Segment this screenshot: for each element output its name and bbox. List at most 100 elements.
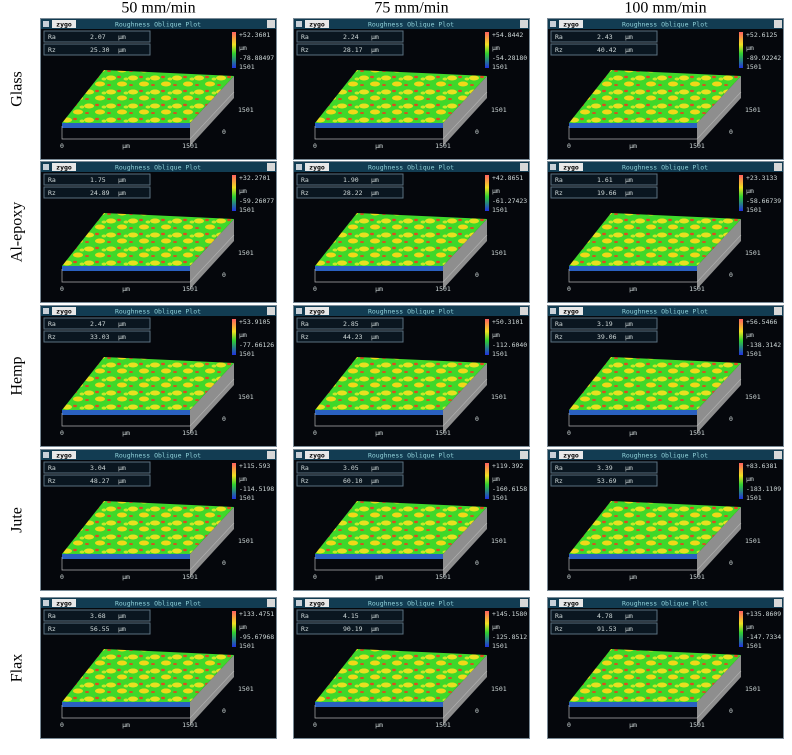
param-value: 1.61 xyxy=(597,176,613,184)
scale-size: 1501 xyxy=(746,206,762,214)
axis-zero: 0 xyxy=(567,721,571,729)
axis-size: 1501 xyxy=(745,106,761,114)
param-unit: µm xyxy=(371,625,379,633)
tool-icon xyxy=(774,307,782,315)
scale-size: 1501 xyxy=(239,63,255,71)
surface-top xyxy=(62,357,234,410)
color-bar xyxy=(739,611,743,647)
color-bar xyxy=(485,319,489,355)
value-box xyxy=(43,474,151,487)
axis-size: 1501 xyxy=(182,142,198,150)
scale-max: +54.8442 xyxy=(492,31,523,39)
plot-panel: zygo Roughness Oblique Plot Ra 3.19 µm Rz 39.0… xyxy=(547,305,784,447)
scale-max: +52.6125 xyxy=(746,31,777,39)
param-unit: µm xyxy=(625,320,633,328)
axis-size: 1501 xyxy=(182,429,198,437)
param-label: Ra xyxy=(555,176,563,184)
axis-zero: 0 xyxy=(567,285,571,293)
scale-size: 1501 xyxy=(492,494,508,502)
surface-front xyxy=(569,702,697,707)
menu-icon xyxy=(296,164,302,170)
axis-unit: µm xyxy=(629,429,637,437)
value-box xyxy=(550,609,658,622)
title-bar xyxy=(294,306,529,316)
value-box xyxy=(43,330,151,343)
plot-title: Roughness Oblique Plot xyxy=(115,600,201,608)
color-bar xyxy=(739,319,743,355)
param-label: Rz xyxy=(48,189,56,197)
plot-panel: zygo Roughness Oblique Plot Ra 2.07 µm Rz 25.3… xyxy=(40,18,277,160)
tool-icon xyxy=(267,599,275,607)
param-unit: µm xyxy=(118,625,126,633)
value-box xyxy=(296,461,404,474)
scale-min: -114.5198 xyxy=(239,485,274,493)
axis-line xyxy=(314,670,488,719)
menu-icon xyxy=(296,308,302,314)
param-value: 44.23 xyxy=(343,333,363,341)
value-box xyxy=(550,330,658,343)
axis-zero: 0 xyxy=(729,707,733,715)
surface-top xyxy=(569,357,741,410)
axis-zero: 0 xyxy=(475,559,479,567)
logo-box xyxy=(305,20,329,28)
logo-box xyxy=(559,307,583,315)
param-label: Ra xyxy=(48,612,56,620)
row-header: Hemp xyxy=(9,356,26,395)
param-value: 48.27 xyxy=(90,477,110,485)
scale-min: -54.28180 xyxy=(492,54,527,62)
param-value: 91.53 xyxy=(597,625,617,633)
tool-icon xyxy=(774,599,782,607)
param-unit: µm xyxy=(625,477,633,485)
axis-unit: µm xyxy=(629,573,637,581)
tool-icon xyxy=(267,307,275,315)
scale-min: -112.6040 xyxy=(492,341,527,349)
param-unit: µm xyxy=(118,189,126,197)
param-label: Ra xyxy=(301,320,309,328)
axis-unit: µm xyxy=(375,721,383,729)
surface-front xyxy=(315,410,443,415)
axis-size: 1501 xyxy=(435,142,451,150)
axis-size: 1501 xyxy=(689,573,705,581)
param-value: 1.75 xyxy=(90,176,106,184)
plot-panel: zygo Roughness Oblique Plot Ra 1.61 µm Rz 19.6… xyxy=(547,161,784,303)
surface-side xyxy=(697,507,741,577)
value-box xyxy=(550,461,658,474)
logo-box xyxy=(52,307,76,315)
plot-panel: zygo Roughness Oblique Plot Ra 1.90 µm Rz 28.2… xyxy=(293,161,530,303)
logo: zygo xyxy=(309,600,325,608)
scale-size: 1501 xyxy=(239,350,255,358)
surface-front xyxy=(315,702,443,707)
value-box xyxy=(296,317,404,330)
plot-title: Roughness Oblique Plot xyxy=(115,164,201,172)
plot-title: Roughness Oblique Plot xyxy=(115,452,201,460)
value-box xyxy=(550,30,658,43)
color-bar xyxy=(739,463,743,499)
column-header: 75 mm/min xyxy=(374,0,448,17)
surface-front xyxy=(62,410,190,415)
param-label: Ra xyxy=(301,33,309,41)
color-bar xyxy=(232,463,236,499)
color-bar xyxy=(485,32,489,68)
menu-icon xyxy=(550,21,556,27)
axis-line xyxy=(568,670,742,719)
menu-icon xyxy=(550,452,556,458)
param-value: 28.22 xyxy=(343,189,363,197)
menu-icon xyxy=(296,21,302,27)
axis-size: 1501 xyxy=(745,249,761,257)
param-label: Rz xyxy=(48,477,56,485)
plot-title: Roughness Oblique Plot xyxy=(368,452,454,460)
scale-min: -183.1109 xyxy=(746,485,781,493)
value-box xyxy=(296,474,404,487)
surface-top xyxy=(315,501,487,554)
axis-line xyxy=(314,378,488,427)
surface-front xyxy=(569,123,697,128)
param-unit: µm xyxy=(625,464,633,472)
param-unit: µm xyxy=(625,333,633,341)
surface-top xyxy=(62,649,234,702)
axis-size: 1501 xyxy=(182,573,198,581)
surface-front xyxy=(62,266,190,271)
axis-line xyxy=(61,670,235,719)
plot-title: Roughness Oblique Plot xyxy=(622,21,708,29)
param-value: 25.30 xyxy=(90,46,110,54)
color-bar xyxy=(485,463,489,499)
